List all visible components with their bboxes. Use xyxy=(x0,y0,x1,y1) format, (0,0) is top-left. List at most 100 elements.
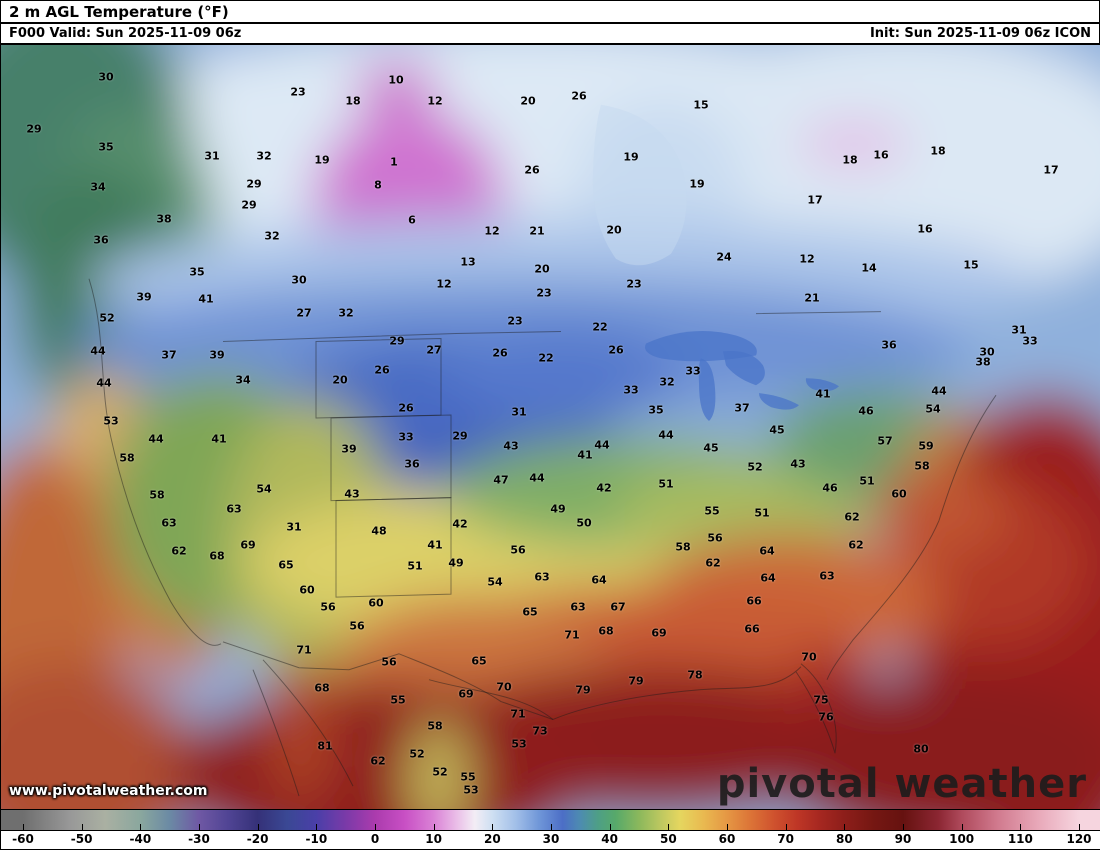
temp-value-label: 12 xyxy=(436,277,452,291)
temp-value-label: 37 xyxy=(734,401,750,415)
temp-value-label: 18 xyxy=(842,153,858,167)
colorbar-tick-mark xyxy=(903,824,904,830)
temp-value-label: 39 xyxy=(136,290,152,304)
temp-value-label: 19 xyxy=(314,153,330,167)
temp-value-label: 62 xyxy=(844,510,860,524)
temp-value-label: 12 xyxy=(484,224,500,238)
temp-value-label: 44 xyxy=(931,384,947,398)
temp-value-label: 51 xyxy=(754,506,770,520)
gulf-coastline xyxy=(428,666,802,721)
colorbar-tick-mark xyxy=(609,824,611,830)
temp-value-label: 12 xyxy=(799,252,815,266)
temp-value-label: 35 xyxy=(648,403,664,417)
temp-value-label: 29 xyxy=(241,198,257,212)
temperature-label-layer: 30 23 10 18 12 20 26 15 29 35 31 32 19 1 26 19 18 16 18 17 3… xyxy=(1,45,1100,809)
temp-value-label: 71 xyxy=(510,707,526,721)
colorbar-tick-label: 70 xyxy=(777,832,794,846)
temp-value-label: 51 xyxy=(407,559,423,573)
temp-value-label: 27 xyxy=(296,306,312,320)
florida-coastline xyxy=(795,663,837,754)
temp-value-label: 16 xyxy=(873,148,889,162)
temp-value-label: 71 xyxy=(296,643,312,657)
header-meta-row: F000 Valid: Sun 2025-11-09 06z Init: Sun… xyxy=(1,24,1099,45)
temp-value-label: 43 xyxy=(344,487,360,501)
colorbar-tick-mark xyxy=(257,824,259,830)
temp-value-label: 38 xyxy=(975,355,991,369)
us-canada-border xyxy=(222,311,882,342)
temp-value-label: 33 xyxy=(1022,334,1038,348)
colorbar-tick-label: 80 xyxy=(836,832,853,846)
colorbar-tick-mark xyxy=(23,824,24,830)
temp-value-label: 38 xyxy=(156,212,172,226)
temperature-colorbar: -60 -50 -40 -30 -20 -10 0 10 20 30 40 50 60 70 80 90 100… xyxy=(1,809,1100,849)
temp-value-label: 78 xyxy=(687,668,703,682)
us-mexico-border xyxy=(222,641,554,720)
temp-value-label: 53 xyxy=(103,414,119,428)
temp-value-label: 41 xyxy=(427,538,443,552)
temp-value-label: 29 xyxy=(452,429,468,443)
temp-value-label: 31 xyxy=(511,405,527,419)
temp-value-label: 44 xyxy=(90,344,106,358)
colorbar-gradient-strip xyxy=(1,809,1100,831)
temp-value-label: 56 xyxy=(349,619,365,633)
temp-value-label: 56 xyxy=(381,655,397,669)
temp-value-label: 26 xyxy=(374,363,390,377)
valid-time-label: F000 Valid: Sun 2025-11-09 06z xyxy=(9,26,242,41)
colorbar-tick-label: 20 xyxy=(484,832,501,846)
temp-value-label: 46 xyxy=(822,481,838,495)
colorbar-tick-mark xyxy=(961,824,963,830)
temp-value-label: 56 xyxy=(320,600,336,614)
temp-value-label: 1 xyxy=(390,155,398,169)
temp-value-label: 23 xyxy=(536,286,552,300)
colorbar-tick-label: 10 xyxy=(425,832,442,846)
temp-value-label: 34 xyxy=(90,180,106,194)
temp-value-label: 44 xyxy=(148,432,164,446)
temp-value-label: 22 xyxy=(538,351,554,365)
temp-value-label: 65 xyxy=(278,558,294,572)
temp-value-label: 67 xyxy=(610,600,626,614)
temp-value-label: 18 xyxy=(930,144,946,158)
temp-value-label: 76 xyxy=(818,710,834,724)
temp-value-label: 33 xyxy=(623,383,639,397)
temp-value-label: 43 xyxy=(790,457,806,471)
lake-huron-shape xyxy=(723,350,765,386)
temp-value-label: 21 xyxy=(529,224,545,238)
temp-value-label: 39 xyxy=(341,442,357,456)
temp-value-label: 10 xyxy=(388,73,404,87)
temp-value-label: 52 xyxy=(432,765,448,779)
temperature-field-svg xyxy=(1,45,1100,809)
colorbar-tick-mark xyxy=(844,824,846,830)
temp-value-label: 62 xyxy=(705,556,721,570)
temp-value-label: 17 xyxy=(807,193,823,207)
temp-value-label: 53 xyxy=(511,737,527,751)
geo-borders xyxy=(88,278,997,797)
temp-value-label: 49 xyxy=(448,556,464,570)
temp-value-label: 32 xyxy=(659,375,675,389)
temp-value-label: 19 xyxy=(623,150,639,164)
lake-erie-shape xyxy=(759,393,799,410)
colorbar-tick-mark xyxy=(668,824,670,830)
temp-value-label: 53 xyxy=(463,783,479,797)
colorbar-tick-mark xyxy=(727,824,728,830)
colorbar-tick-mark xyxy=(551,824,552,830)
temp-value-label: 58 xyxy=(119,451,135,465)
colorbar-tick-label: 50 xyxy=(660,832,677,846)
baja-coastline xyxy=(252,669,300,797)
header-title-row: 2 m AGL Temperature (°F) xyxy=(1,1,1099,24)
temp-value-label: 39 xyxy=(209,348,225,362)
temp-value-label: 58 xyxy=(427,719,443,733)
colorbar-tick-mark xyxy=(199,824,200,830)
colorbar-tick-mark xyxy=(492,824,494,830)
temp-value-label: 32 xyxy=(338,306,354,320)
temp-value-label: 26 xyxy=(608,343,624,357)
temp-value-label: 36 xyxy=(93,233,109,247)
temp-value-label: 64 xyxy=(759,544,775,558)
temp-value-label: 64 xyxy=(760,571,776,585)
temp-value-label: 29 xyxy=(389,334,405,348)
temp-value-label: 41 xyxy=(815,387,831,401)
temp-value-label: 30 xyxy=(98,70,114,84)
temp-value-label: 22 xyxy=(592,320,608,334)
temp-value-label: 12 xyxy=(427,94,443,108)
temp-value-label: 45 xyxy=(703,441,719,455)
temp-value-label: 55 xyxy=(390,693,406,707)
